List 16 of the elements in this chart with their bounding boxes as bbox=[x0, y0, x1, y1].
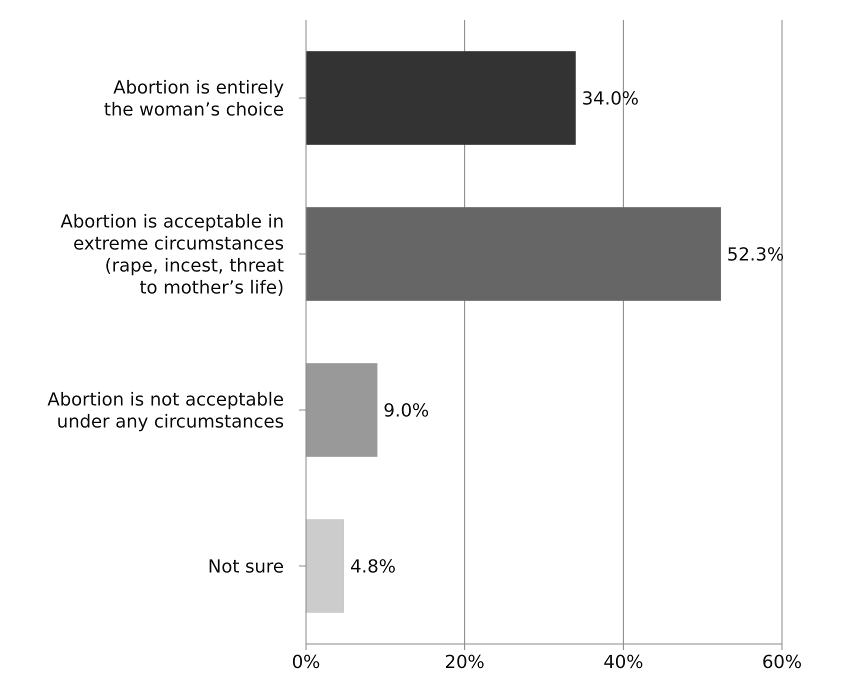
bar bbox=[306, 51, 576, 145]
x-tick-label: 40% bbox=[603, 652, 644, 673]
x-tick-label: 20% bbox=[444, 652, 485, 673]
bar bbox=[306, 363, 378, 457]
y-tick-label: Abortion is not acceptable under any circumstances bbox=[47, 389, 284, 432]
data-label: 34.0% bbox=[582, 88, 639, 110]
data-label: 52.3% bbox=[726, 244, 784, 266]
bar bbox=[306, 207, 721, 301]
x-tick-label: 60% bbox=[762, 652, 802, 673]
x-tick-label: 0% bbox=[292, 652, 320, 673]
bar bbox=[306, 519, 344, 613]
y-tick-label: Not sure bbox=[208, 556, 284, 578]
data-label: 4.8% bbox=[350, 556, 396, 578]
y-tick-label: Abortion is acceptable in extreme circumstances (rape, incest, threat to mother’s life) bbox=[60, 211, 284, 298]
data-label: 9.0% bbox=[383, 400, 430, 422]
y-tick-label: Abortion is entirely the woman’s choice bbox=[104, 77, 284, 120]
